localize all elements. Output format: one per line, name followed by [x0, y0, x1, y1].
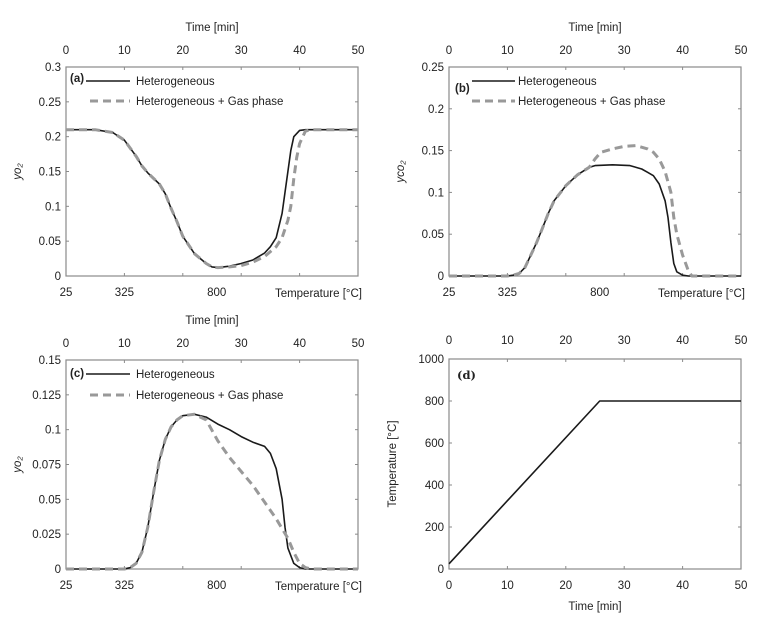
y-tick-label: 0.1 [45, 201, 61, 213]
panel-letter: (c) [70, 368, 84, 380]
y-tick-label: 0.25 [422, 62, 444, 74]
y-axis-label: yco₂ [395, 160, 407, 184]
y-tick-label: 0 [55, 271, 61, 283]
series-line-gas-phase [66, 128, 358, 270]
y-tick-label: 0.15 [422, 146, 444, 158]
panel-letter: (a) [70, 73, 84, 85]
x-axis-label: Time [min] [568, 601, 621, 613]
y-tick-label: 200 [425, 522, 444, 534]
bottom-x-tick-label: 800 [207, 287, 226, 299]
y-tick-label: 0.3 [45, 62, 61, 74]
top-x-tick-label: 10 [501, 45, 514, 57]
y-tick-label: 1000 [418, 354, 444, 366]
bottom-x-axis-label: Temperature [°C] [658, 288, 745, 300]
y-tick-label: 0 [438, 271, 444, 283]
bottom-x-axis-label: Temperature [°C] [275, 581, 362, 593]
top-x-axis-label: Time [min] [568, 22, 621, 34]
top-x-tick-label: 0 [63, 45, 69, 57]
y-axis-label: yo₂ [12, 456, 24, 474]
top-x-tick-label: 30 [618, 335, 631, 347]
y-tick-label: 0.05 [39, 236, 61, 248]
y-tick-label: 0.2 [45, 132, 61, 144]
top-x-tick-label: 30 [235, 338, 248, 350]
y-tick-label: 800 [425, 396, 444, 408]
top-x-axis-label: Time [min] [185, 315, 238, 327]
y-tick-label: 0 [438, 564, 444, 576]
top-x-tick-label: 30 [235, 45, 248, 57]
top-x-tick-label: 40 [293, 45, 306, 57]
x-tick-label: 30 [618, 580, 631, 592]
bottom-x-tick-label: 325 [115, 580, 134, 592]
x-tick-label: 20 [559, 580, 572, 592]
legend-label: Heterogeneous [518, 76, 597, 88]
y-tick-label: 0.075 [32, 460, 61, 472]
y-tick-label: 0.2 [428, 104, 444, 116]
panel-letter: (d) [457, 368, 476, 382]
top-x-tick-label: 20 [559, 335, 572, 347]
series-line-heterogeneous [66, 413, 358, 570]
x-tick-label: 0 [446, 580, 452, 592]
bottom-x-tick-label: 325 [498, 287, 517, 299]
y-tick-label: 0.1 [428, 187, 444, 199]
top-x-tick-label: 40 [676, 335, 689, 347]
y-tick-label: 400 [425, 480, 444, 492]
y-axis-label: yo₂ [12, 163, 24, 181]
top-x-axis-label: Time [min] [185, 22, 238, 34]
top-x-tick-label: 20 [176, 338, 189, 350]
bottom-x-tick-label: 800 [590, 287, 609, 299]
legend-label: Heterogeneous + Gas phase [518, 96, 665, 108]
legend-label: Heterogeneous + Gas phase [136, 96, 283, 108]
top-x-tick-label: 50 [735, 45, 748, 57]
legend-label: Heterogeneous [136, 369, 215, 381]
top-x-tick-label: 10 [118, 45, 131, 57]
top-x-tick-label: 10 [118, 338, 131, 350]
y-tick-label: 0 [55, 564, 61, 576]
series-line-gas-phase [66, 412, 358, 571]
series-line-heterogeneous [66, 128, 358, 269]
top-x-tick-label: 50 [352, 45, 365, 57]
y-tick-label: 0.05 [39, 494, 61, 506]
top-x-tick-label: 0 [63, 338, 69, 350]
plot-frame [448, 358, 742, 570]
series-line-heterogeneous [449, 164, 741, 277]
top-x-tick-label: 0 [446, 335, 452, 347]
y-tick-label: 0.05 [422, 229, 444, 241]
y-tick-label: 0.15 [39, 355, 61, 367]
y-tick-label: 600 [425, 438, 444, 450]
panel-letter: (b) [455, 83, 470, 95]
top-x-tick-label: 20 [176, 45, 189, 57]
y-tick-label: 0.125 [32, 390, 61, 402]
top-x-tick-label: 40 [676, 45, 689, 57]
plot-frame [448, 66, 742, 277]
y-tick-label: 0.025 [32, 529, 61, 541]
bottom-x-tick-label: 800 [207, 580, 226, 592]
x-tick-label: 10 [501, 580, 514, 592]
legend-label: Heterogeneous [136, 76, 215, 88]
bottom-x-tick-label: 25 [60, 287, 73, 299]
top-x-tick-label: 50 [735, 335, 748, 347]
legend-label: Heterogeneous + Gas phase [136, 390, 283, 402]
y-tick-label: 0.1 [45, 425, 61, 437]
top-x-tick-label: 30 [618, 45, 631, 57]
series-line-heterogeneous [448, 400, 741, 565]
bottom-x-tick-label: 325 [115, 287, 134, 299]
bottom-x-axis-label: Temperature [°C] [275, 288, 362, 300]
top-x-tick-label: 10 [501, 335, 514, 347]
bottom-x-tick-label: 25 [443, 287, 456, 299]
bottom-x-tick-label: 25 [60, 580, 73, 592]
y-axis-label: Temperature [°C] [387, 420, 399, 507]
top-x-tick-label: 0 [446, 45, 452, 57]
x-tick-label: 40 [676, 580, 689, 592]
y-tick-label: 0.15 [39, 167, 61, 179]
panel-d: 020040060080010000010102020303040405050T… [387, 335, 747, 613]
top-x-tick-label: 40 [293, 338, 306, 350]
top-x-tick-label: 50 [352, 338, 365, 350]
y-tick-label: 0.25 [39, 97, 61, 109]
top-x-tick-label: 20 [559, 45, 572, 57]
x-tick-label: 50 [735, 580, 748, 592]
